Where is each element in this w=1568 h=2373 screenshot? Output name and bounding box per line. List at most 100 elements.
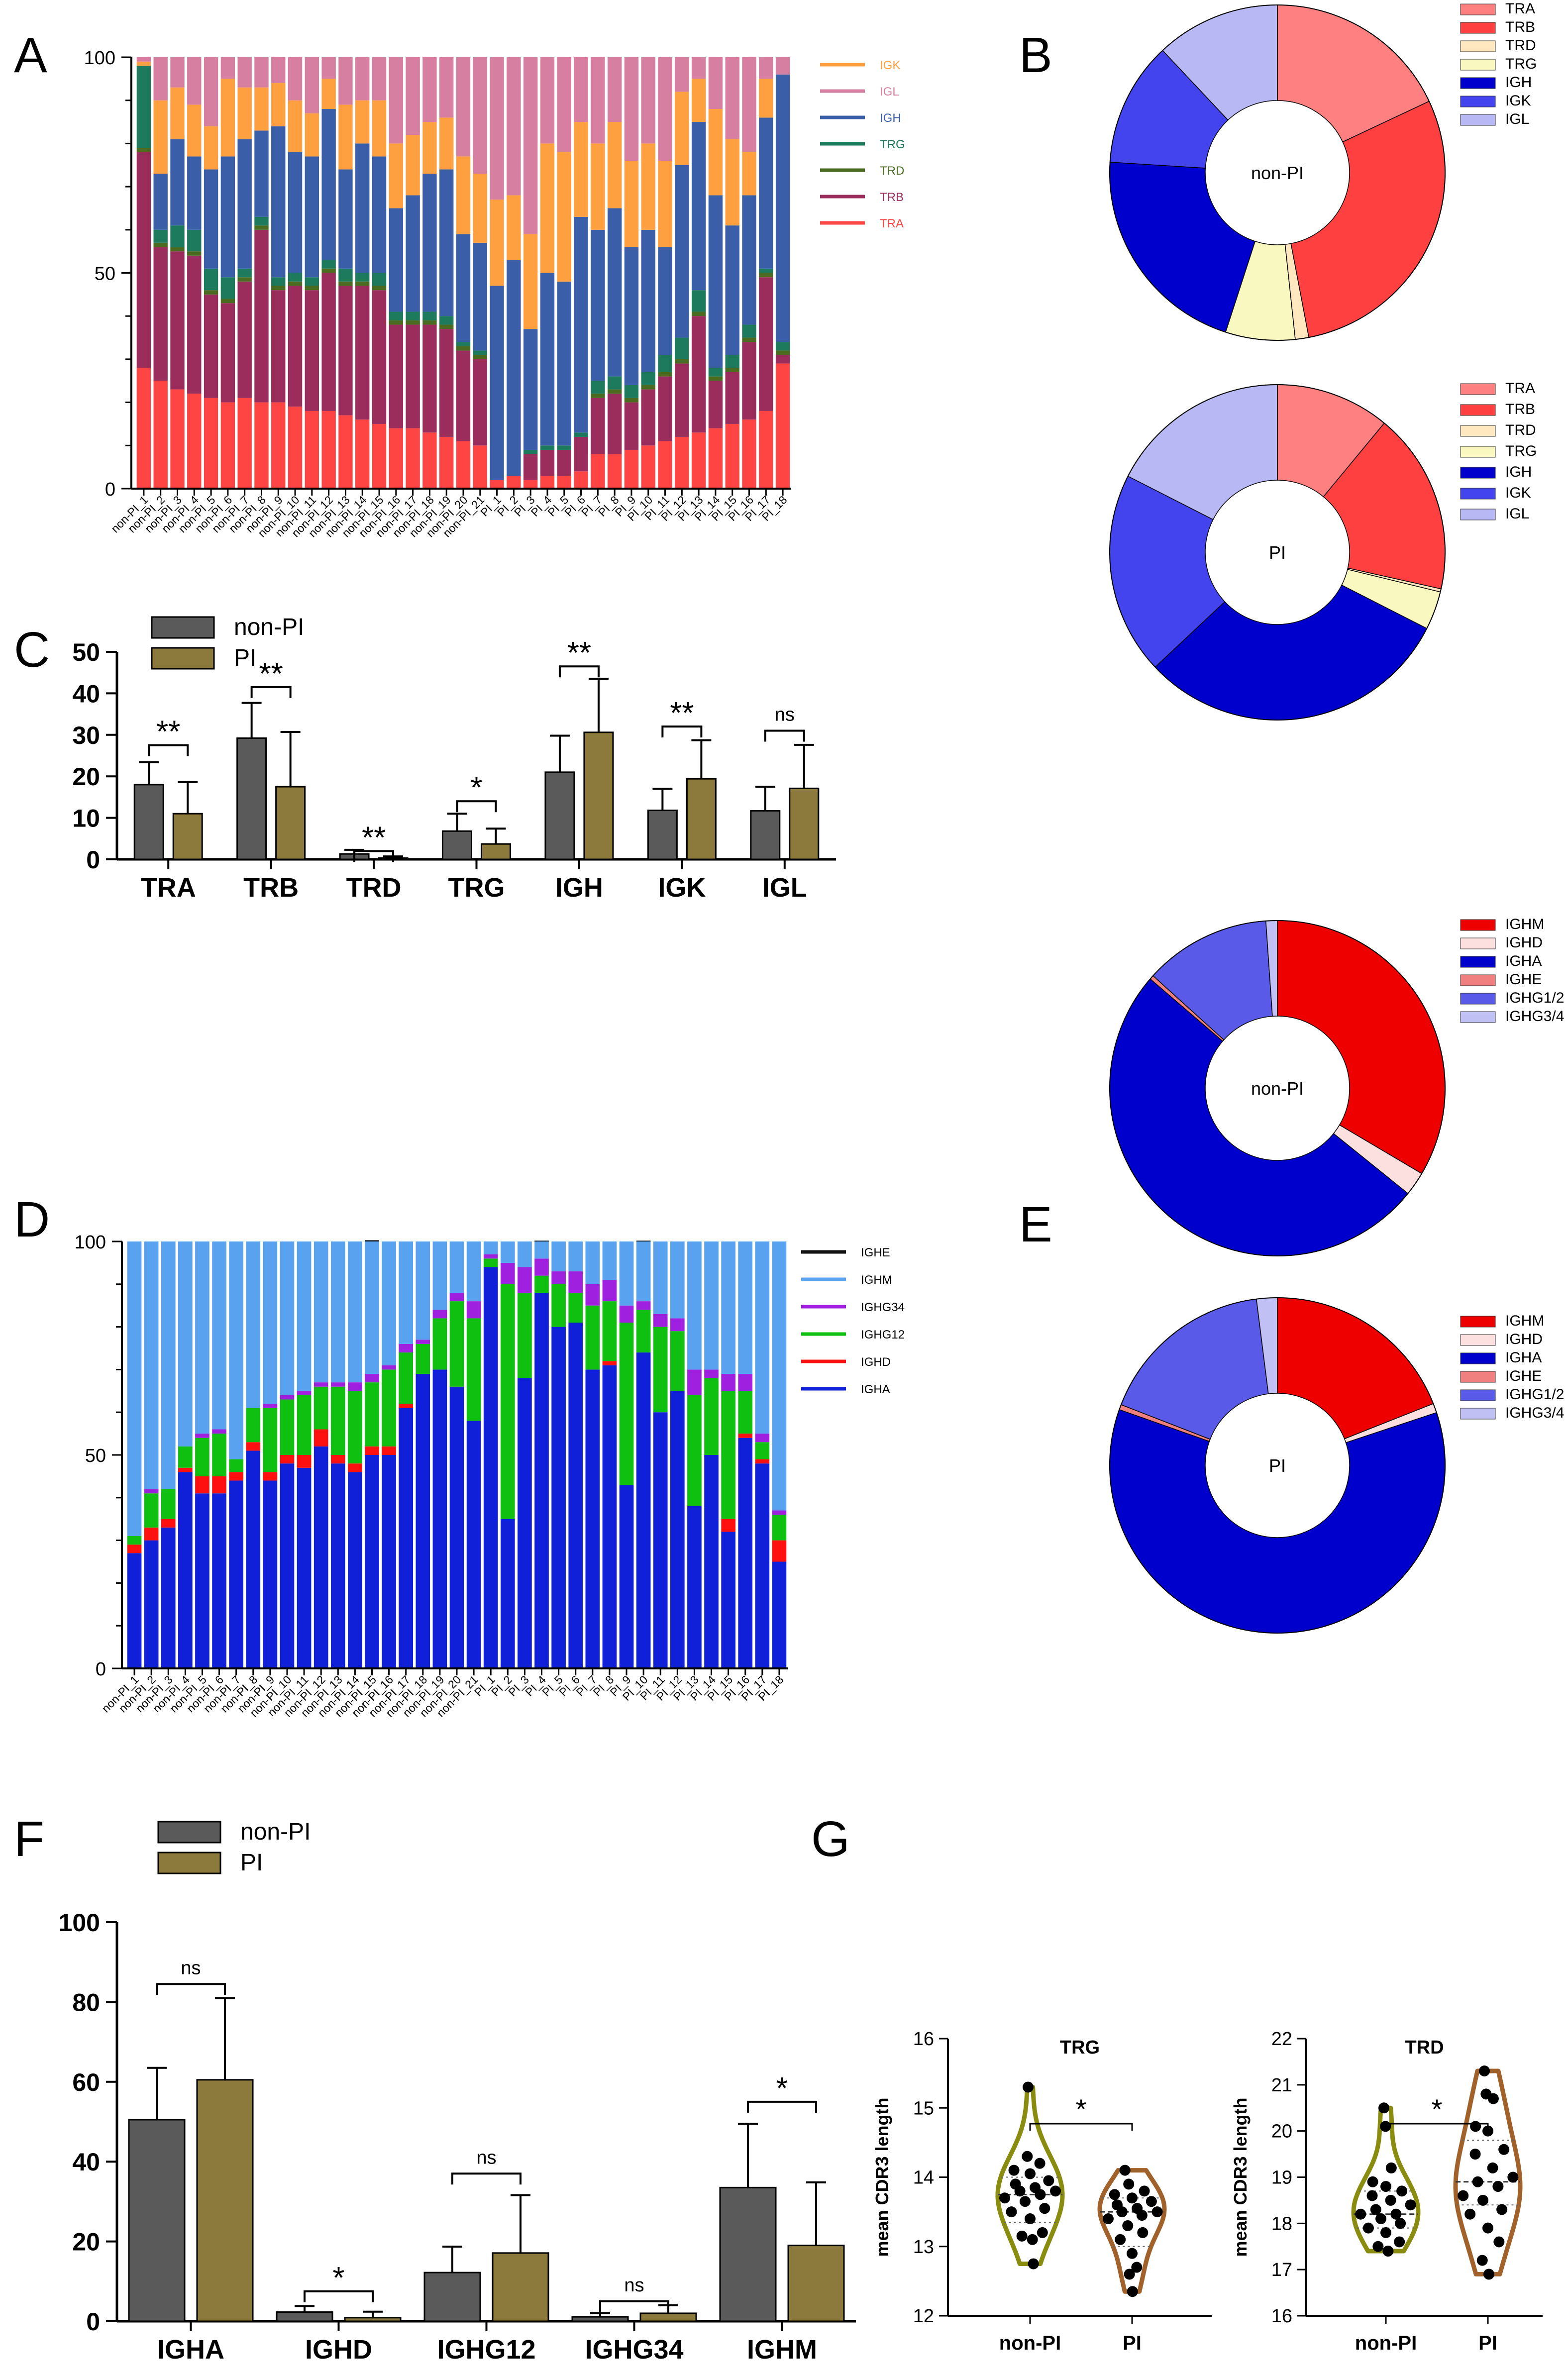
bar-ighd-non-pi-11 — [297, 1455, 312, 1468]
data-point-pi-13 — [1137, 2227, 1149, 2238]
bar-trd-non-pi-14 — [355, 281, 370, 286]
bar-ighg12-pi-16 — [738, 1391, 753, 1434]
legend-swatch-tra — [1460, 3, 1496, 15]
data-point-pi-8 — [1507, 2171, 1519, 2183]
chart-title: TRD — [1405, 2037, 1444, 2058]
significance-label-trg: * — [470, 771, 482, 805]
bar-pi-igh — [583, 731, 614, 860]
bar-igha-non-pi-5 — [195, 1493, 209, 1668]
bar-igl-non-pi-8 — [254, 57, 269, 88]
bar-igl-pi-9 — [624, 57, 639, 161]
bar-igh-non-pi-4 — [187, 156, 202, 230]
x-tick-label-non-pi: non-PI — [1355, 2332, 1417, 2354]
bar-trd-non-pi-12 — [321, 268, 336, 273]
y-tick-label-0: 0 — [86, 2308, 100, 2336]
bar-trb-pi-13 — [691, 316, 706, 433]
legend-label-ighm: IGHM — [1505, 1313, 1544, 1329]
data-point-pi-10 — [1136, 2210, 1148, 2221]
x-tick-label-trg: TRG — [448, 873, 505, 903]
bar-ighm-pi-16 — [738, 1241, 753, 1374]
donut-outline — [1109, 1297, 1446, 1634]
bar-ighg12-non-pi-5 — [195, 1438, 209, 1476]
bar-igha-non-pi-18 — [416, 1373, 430, 1668]
bar-igh-pi-18 — [775, 74, 790, 342]
bar-ighg34-pi-15 — [721, 1373, 735, 1391]
bar-igl-non-pi-5 — [204, 57, 218, 126]
bar-igl-pi-15 — [725, 57, 739, 139]
data-point-pi-0 — [1479, 2065, 1490, 2076]
y-tick-label-18: 18 — [1271, 2213, 1292, 2234]
bar-igh-non-pi-3 — [170, 139, 185, 226]
bar-tra-non-pi-14 — [355, 419, 370, 489]
legend-label-ighd: IGHD — [1505, 1331, 1543, 1347]
bar-trb-non-pi-18 — [422, 324, 437, 433]
legend-swatch-trg — [1460, 446, 1496, 458]
bar-igl-non-pi-7 — [237, 57, 252, 88]
bar-igk-pi-17 — [759, 79, 773, 118]
bar-trd-non-pi-19 — [439, 324, 454, 329]
bar-igk-pi-6 — [574, 122, 588, 217]
legend-label-trb: TRB — [1505, 19, 1535, 35]
bar-igk-non-pi-13 — [338, 104, 353, 170]
legend-label-non-pi: non-PI — [240, 1819, 311, 1845]
bar-ighg34-pi-10 — [636, 1301, 651, 1310]
bar-ighg34-pi-17 — [755, 1434, 770, 1443]
bar-igh-pi-14 — [708, 195, 723, 368]
bar-ighe-non-pi-15 — [365, 1240, 379, 1241]
bar-igha-non-pi-17 — [399, 1408, 414, 1668]
bar-igk-non-pi-8 — [254, 87, 269, 131]
significance-label-trd: ** — [362, 821, 386, 855]
bar-ighg34-pi-14 — [704, 1369, 719, 1378]
bar-pi-igha — [196, 2079, 254, 2322]
bar-trb-non-pi-7 — [237, 281, 252, 398]
bar-trd-non-pi-15 — [372, 286, 387, 291]
panel-label-b: B — [1019, 27, 1052, 83]
bar-trb-non-pi-19 — [439, 329, 454, 437]
bar-ighd-non-pi-14 — [348, 1463, 362, 1472]
bar-igl-non-pi-6 — [220, 57, 235, 79]
legend-label-igh: IGH — [880, 111, 901, 125]
bar-igha-pi-11 — [653, 1412, 668, 1668]
data-point-non-pi-5 — [1043, 2175, 1054, 2186]
bar-igl-pi-5 — [557, 57, 571, 152]
bar-ighm-pi-17 — [755, 1241, 770, 1434]
bar-pi-igl — [789, 787, 820, 860]
legend-swatch-igl — [1460, 509, 1496, 520]
bar-igh-pi-12 — [675, 165, 689, 338]
bar-tra-pi-7 — [591, 454, 605, 489]
bar-igk-pi-1 — [490, 200, 504, 286]
bar-tra-non-pi-10 — [288, 407, 303, 489]
data-point-pi-17 — [1476, 2255, 1488, 2266]
bar-ighg12-non-pi-17 — [399, 1352, 414, 1404]
legend-label-trg: TRG — [1505, 56, 1537, 72]
y-tick-label-40: 40 — [72, 2148, 100, 2176]
bar-trg-non-pi-5 — [204, 268, 218, 291]
x-tick-label-ighg12: IGHG12 — [437, 2335, 535, 2365]
violin-pi — [1097, 2168, 1167, 2294]
bar-ighg34-non-pi-19 — [432, 1310, 447, 1319]
legend-label-igk: IGK — [1505, 93, 1531, 109]
bar-igh-pi-13 — [691, 122, 706, 291]
bar-ighg34-non-pi-17 — [399, 1343, 414, 1353]
data-point-non-pi-15 — [1025, 2213, 1036, 2225]
legend-swatch-ighg1-2 — [1460, 993, 1496, 1005]
bar-trd-pi-16 — [742, 337, 756, 342]
bar-ighg34-non-pi-9 — [263, 1404, 278, 1408]
bar-igl-non-pi-21 — [473, 57, 487, 174]
data-point-pi-3 — [1109, 2189, 1120, 2200]
bar-ighg12-non-pi-16 — [382, 1369, 396, 1446]
legend-swatch-ighm — [1460, 919, 1496, 931]
bar-ighm-non-pi-9 — [263, 1241, 278, 1404]
y-tick-label-0: 0 — [96, 1659, 106, 1680]
bar-tra-pi-16 — [742, 419, 756, 489]
bar-trd-non-pi-3 — [170, 247, 185, 252]
bar-ighm-pi-6 — [568, 1241, 583, 1272]
bar-tra-pi-15 — [725, 423, 739, 489]
data-point-pi-4 — [1482, 2125, 1493, 2137]
data-point-pi-12 — [1122, 2220, 1134, 2231]
bar-trg-pi-18 — [775, 342, 790, 351]
bar-ighd-non-pi-2 — [144, 1527, 159, 1541]
bar-ighm-non-pi-20 — [449, 1241, 464, 1293]
bar-igk-non-pi-6 — [220, 79, 235, 157]
donut-center-label: non-PI — [1251, 163, 1304, 183]
